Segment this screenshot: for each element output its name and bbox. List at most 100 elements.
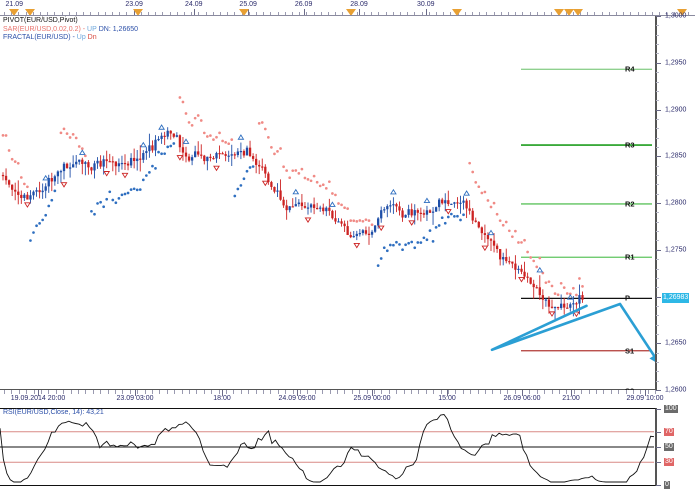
sar-dot — [379, 257, 383, 260]
candle-body — [209, 156, 212, 158]
candlestick — [96, 157, 99, 169]
candlestick — [319, 205, 322, 212]
sar-dot — [233, 194, 237, 198]
candle-body — [303, 206, 307, 208]
bottom-tick-major — [372, 390, 373, 396]
candle-body — [258, 164, 261, 167]
top-axis-label: 24.09 — [185, 1, 203, 8]
bottom-tick — [55, 390, 57, 394]
top-axis-label: 25.09 — [239, 1, 257, 8]
sar-dot — [334, 193, 337, 197]
candlestick — [328, 198, 331, 216]
price-axis[interactable]: 1,30001,29501,29001,28501,28001,27501,27… — [656, 13, 695, 394]
candlestick — [508, 256, 511, 265]
fractal-up-arrow — [536, 266, 544, 273]
price-tick-major — [656, 109, 661, 111]
candle-body — [62, 163, 66, 172]
candle-body — [169, 130, 172, 134]
ruler-tick — [479, 12, 481, 16]
candlestick — [206, 156, 209, 171]
candlestick — [142, 150, 145, 163]
sar-dot — [349, 219, 353, 222]
sar-dot — [556, 293, 560, 297]
candlestick — [224, 151, 227, 162]
candlestick — [441, 197, 444, 205]
ruler-tick — [364, 12, 365, 16]
ruler-tick — [104, 12, 106, 16]
sar-dot — [529, 256, 533, 259]
candlestick — [267, 171, 270, 185]
candle-body — [312, 204, 316, 208]
ruler-tick — [176, 12, 178, 16]
ruler-tick-major — [193, 9, 195, 16]
bottom-tick — [240, 390, 242, 394]
candle-body — [361, 230, 365, 234]
price-chart-plot[interactable] — [0, 16, 656, 390]
ruler-tick — [227, 12, 229, 16]
ruler-tick — [306, 12, 308, 16]
bottom-tick-major — [222, 390, 223, 396]
ruler-tick — [54, 12, 56, 16]
ruler-tick — [299, 12, 301, 16]
sar-dot — [276, 150, 279, 153]
bottom-tick — [403, 390, 405, 394]
rsi-canvas — [0, 414, 655, 483]
bottom-time-axis[interactable]: 19.09.2014 20:00 23.09 03:00 18:00 24.09 09… — [0, 390, 663, 406]
sar-dot — [398, 243, 401, 246]
sar-dot — [184, 112, 188, 115]
candle-body — [273, 186, 276, 192]
sar-dot — [468, 161, 471, 165]
news-event-marker[interactable] — [553, 9, 564, 16]
ruler-tick — [277, 12, 279, 16]
sar-dot — [565, 292, 569, 295]
news-event-marker[interactable] — [563, 9, 574, 16]
sar-dot — [553, 292, 557, 295]
bottom-tick — [152, 390, 153, 394]
news-event-marker[interactable] — [452, 9, 463, 16]
rsi-axis-label: 50 — [664, 443, 674, 451]
news-event-marker[interactable] — [132, 9, 143, 16]
bottom-tick — [270, 390, 272, 394]
candlestick — [523, 261, 526, 280]
candlestick — [517, 265, 520, 274]
candlestick — [120, 155, 124, 170]
ruler-tick — [313, 12, 315, 16]
candle-body — [178, 135, 182, 148]
news-event-marker[interactable] — [9, 9, 20, 16]
ruler-tick — [659, 12, 661, 16]
candle-body — [343, 223, 346, 227]
sar-dot — [498, 219, 502, 223]
candle-body — [526, 276, 529, 278]
ruler-tick — [421, 12, 423, 16]
bottom-tick-major — [135, 390, 136, 396]
news-event-marker[interactable] — [572, 9, 583, 16]
sar-dot — [456, 214, 459, 218]
sar-dot — [132, 187, 136, 191]
candlestick — [556, 306, 560, 311]
sar-dot — [239, 184, 243, 187]
candle-body — [434, 207, 438, 212]
sar-dot — [419, 241, 423, 244]
sar-dot — [562, 286, 566, 289]
rsi-axis[interactable]: 100 70 50 30 0 — [656, 405, 695, 489]
candle-body — [499, 249, 502, 260]
sar-dot — [77, 145, 81, 148]
candlestick — [166, 127, 169, 140]
candle-body — [105, 159, 108, 162]
ruler-tick — [47, 12, 49, 16]
news-event-marker[interactable] — [24, 9, 35, 16]
news-event-marker[interactable] — [676, 9, 687, 16]
candlestick — [312, 197, 316, 215]
candlestick — [383, 206, 386, 214]
sar-dot — [507, 229, 511, 233]
bottom-tick — [640, 390, 642, 394]
bottom-tick — [559, 390, 560, 394]
candlestick — [422, 209, 426, 218]
news-event-marker[interactable] — [345, 9, 356, 16]
news-event-marker[interactable] — [239, 9, 250, 16]
price-tick-major — [656, 156, 661, 158]
rsi-subpanel[interactable] — [0, 408, 656, 486]
top-axis-label: 21.09 — [5, 1, 24, 8]
candlestick — [303, 202, 307, 209]
fractal-down-arrow — [518, 277, 525, 283]
